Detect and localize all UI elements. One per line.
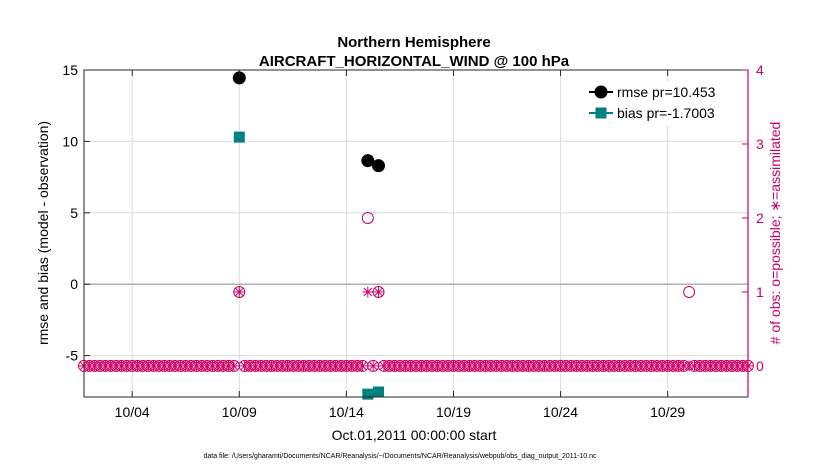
y-axis-label: rmse and bias (model - observation) — [35, 121, 51, 345]
chart-title: Northern Hemisphere — [337, 34, 490, 51]
data-file-footnote: data file: /Users/gharamti/Documents/NCA… — [203, 453, 597, 460]
obs-assimilated-marker — [233, 286, 245, 298]
obs-assimilated-marker — [356, 360, 368, 372]
asterisk-stroke — [234, 287, 244, 297]
x-tick-label: 10/04 — [115, 404, 150, 420]
y2-tick-label: 4 — [756, 62, 764, 78]
rmse-point — [372, 159, 386, 173]
rmse-point — [232, 71, 246, 85]
y2-tick-label: 1 — [756, 284, 764, 300]
bias-point — [233, 131, 245, 143]
obs-assimilated-marker — [228, 360, 240, 372]
bias-point — [373, 386, 385, 398]
x-tick-label: 10/19 — [436, 404, 471, 420]
legend: rmse pr=10.453 bias pr=-1.7003 — [585, 81, 742, 125]
legend-rmse-marker — [594, 85, 608, 99]
y2-tick-label: 2 — [756, 210, 764, 226]
obs-possible-marker — [361, 211, 374, 224]
obs-assimilated-markers — [78, 286, 754, 372]
chart-subtitle: AIRCRAFT_HORIZONTAL_WIND @ 100 hPa — [259, 53, 570, 70]
x-tick-label: 10/09 — [222, 404, 257, 420]
asterisk-stroke — [363, 287, 373, 297]
asterisk-stroke — [229, 361, 239, 371]
bias-point — [362, 388, 374, 400]
asterisk-stroke — [358, 361, 367, 371]
y2-tick-label: 0 — [756, 358, 764, 374]
legend-box — [585, 81, 742, 125]
x-tick-label: 10/29 — [650, 404, 685, 420]
y-tick-label: 15 — [62, 62, 78, 78]
series-markers — [232, 71, 386, 400]
asterisk-stroke — [368, 361, 378, 371]
y2-axis-label: # of obs: o=possible; ∗=assimilated — [767, 122, 783, 345]
x-axis-label: Oct.01,2011 00:00:00 start — [332, 427, 497, 443]
x-axis-ticks: 10/04 10/09 10/14 10/19 10/24 10/29 — [115, 70, 685, 420]
legend-bias-label: bias pr=-1.7003 — [617, 105, 715, 121]
rmse-point — [361, 154, 375, 168]
legend-bias-marker — [595, 107, 607, 119]
x-tick-label: 10/14 — [329, 404, 364, 420]
asterisk-stroke — [374, 287, 383, 297]
y-tick-label: 0 — [70, 276, 78, 292]
y2-tick-label: 3 — [756, 136, 764, 152]
y2-axis-ticks: 0 1 2 3 4 — [742, 62, 764, 374]
x-tick-label: 10/24 — [543, 404, 578, 420]
obs-assimilated-marker — [373, 286, 385, 298]
y-tick-label: 10 — [62, 133, 78, 149]
obs-assimilated-marker — [367, 360, 379, 372]
y-axis-ticks: -5 0 5 10 15 — [62, 62, 90, 364]
obs-possible-marker — [683, 285, 696, 298]
y-tick-label: -5 — [66, 348, 79, 364]
obs-assimilated-marker — [362, 286, 374, 298]
legend-rmse-label: rmse pr=10.453 — [617, 84, 716, 100]
y-tick-label: 5 — [70, 205, 78, 221]
